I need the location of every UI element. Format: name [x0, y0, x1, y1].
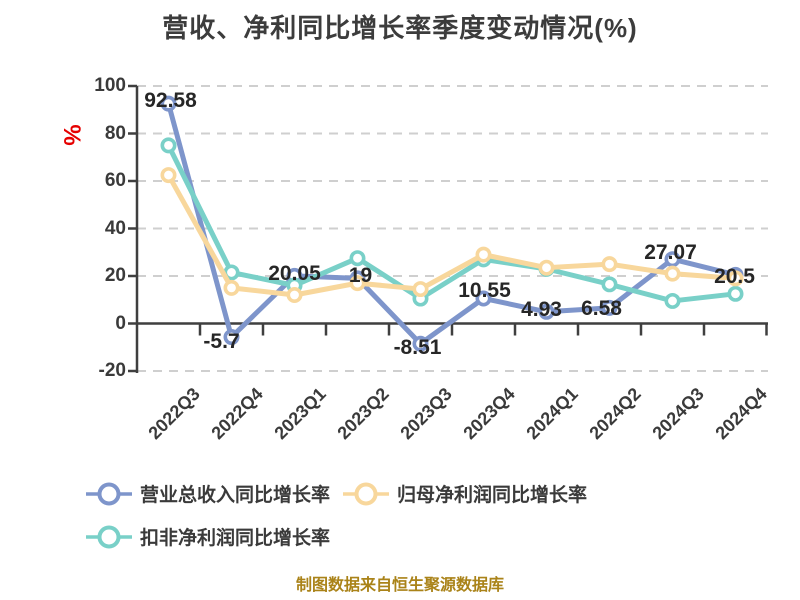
data-source-note: 制图数据来自恒生聚源数据库: [295, 577, 504, 594]
legend-marker-revenue-icon: [86, 482, 132, 505]
series-point-1: [286, 286, 303, 303]
series-line-2: [166, 142, 738, 304]
series-point-2: [160, 137, 177, 154]
legend-item-net-profit-growth[interactable]: 归母净利润同比增长率: [341, 480, 587, 507]
legend-marker-non-gaap-icon: [86, 525, 132, 548]
series-point-0: [412, 335, 429, 352]
series-point-2: [727, 285, 744, 302]
legend-item-non-gaap-profit-growth[interactable]: 扣非净利润同比增长率: [84, 523, 330, 550]
series-point-1: [727, 270, 744, 287]
series-point-0: [223, 329, 240, 346]
series-point-1: [538, 259, 555, 276]
series-point-2: [601, 276, 618, 293]
series-line-1: [166, 172, 738, 298]
series-point-0: [664, 251, 681, 268]
series-point-2: [349, 250, 366, 267]
chart-title: 营收、净利同比增长率季度变动情况(%): [162, 13, 638, 43]
legend-label-total-revenue-growth: 营业总收入同比增长率: [140, 485, 331, 506]
series-point-0: [160, 95, 177, 112]
series-point-1: [349, 275, 366, 292]
series-line-0: [166, 101, 738, 347]
legend-label-non-gaap-profit-growth: 扣非净利润同比增长率: [140, 528, 331, 549]
series-point-0: [538, 303, 555, 320]
series-point-1: [412, 281, 429, 298]
series-point-1: [160, 167, 177, 184]
legend-marker-net-profit-icon: [343, 482, 389, 505]
series-point-2: [664, 292, 681, 309]
series-point-0: [601, 299, 618, 316]
series-point-1: [664, 265, 681, 282]
series-point-0: [475, 290, 492, 307]
series-point-1: [475, 246, 492, 263]
legend-label-net-profit-growth: 归母净利润同比增长率: [397, 485, 588, 506]
series-point-1: [223, 279, 240, 296]
legend-item-total-revenue-growth[interactable]: 营业总收入同比增长率: [84, 480, 330, 507]
series-point-1: [601, 256, 618, 273]
